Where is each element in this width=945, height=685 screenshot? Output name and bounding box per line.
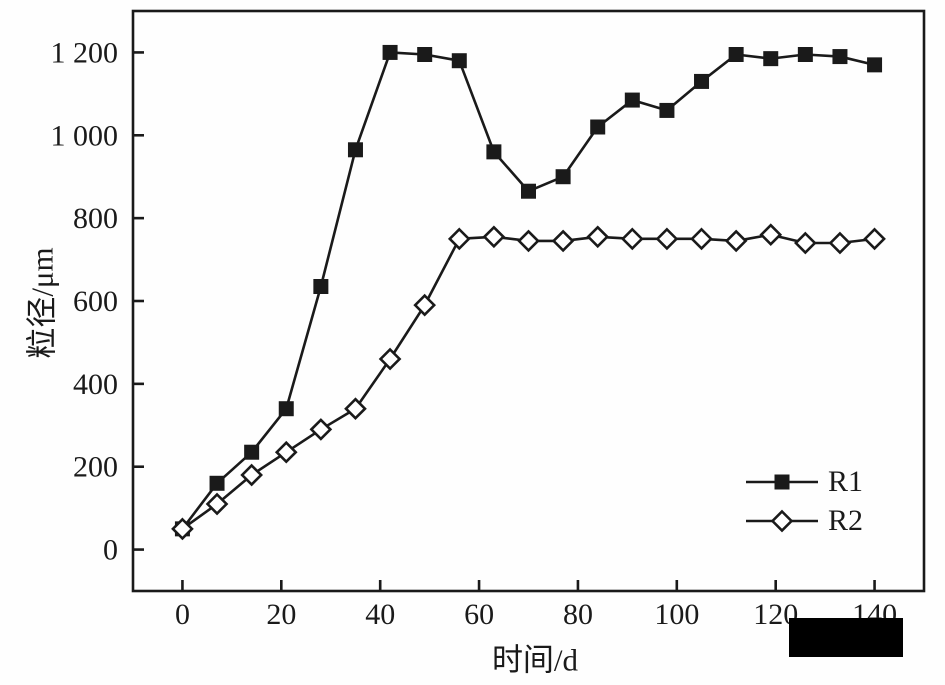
x-tick-label: 20: [266, 598, 296, 631]
series-r2-marker: [378, 347, 402, 371]
series-r1-marker: [486, 144, 502, 160]
series-r2-marker: [828, 231, 852, 255]
series-r2-marker: [344, 397, 367, 421]
series-r1-marker: [763, 51, 779, 67]
legend-marker-r1-filled-square-icon: [746, 474, 818, 489]
series-r1-marker: [451, 53, 467, 69]
series-r2-marker: [724, 229, 748, 253]
series-r2-marker: [690, 227, 713, 251]
series-r1-marker: [209, 475, 225, 491]
series-r1-marker: [797, 47, 813, 62]
y-tick-label: 1 200: [51, 36, 119, 69]
series-r2-marker: [586, 225, 610, 249]
legend-entry-r2: R2: [745, 504, 863, 537]
series-r2-marker: [620, 227, 644, 251]
y-tick-label: 200: [73, 451, 118, 484]
series-r1-marker: [832, 49, 848, 65]
series-r2-marker: [863, 227, 886, 251]
series-r2-marker: [274, 440, 298, 464]
series-r1-marker: [521, 183, 536, 199]
series-r2-marker: [794, 231, 817, 255]
series-r1-marker: [382, 44, 398, 60]
redaction-box: [789, 618, 903, 657]
x-tick-label: 0: [175, 598, 190, 631]
series-r1-marker: [694, 73, 710, 89]
series-r1-marker: [867, 57, 883, 73]
legend-entry-r1: R1: [745, 465, 863, 498]
plot-frame: [131, 9, 926, 593]
y-tick-label: 1 000: [51, 119, 119, 152]
y-tick-label: 400: [73, 368, 118, 401]
series-r1-marker: [555, 169, 571, 185]
series-r2-marker: [205, 492, 229, 516]
series-r2-marker: [171, 517, 194, 541]
series-r2-marker: [655, 227, 679, 251]
series-r2-marker: [517, 229, 540, 253]
series-r1-marker: [624, 92, 640, 108]
series-r1-marker: [313, 279, 329, 294]
x-tick-label: 40: [365, 598, 395, 631]
series-r2-marker: [309, 418, 333, 441]
x-tick-label: 80: [563, 598, 593, 631]
series-r2-marker: [759, 223, 783, 247]
legend-label-r1: R1: [828, 464, 864, 498]
x-tick-label: 100: [654, 598, 699, 631]
series-r2-marker: [551, 229, 575, 253]
series-r2-marker: [240, 463, 263, 487]
legend-label-r2: R2: [828, 503, 864, 537]
y-tick-label: 800: [73, 202, 118, 235]
y-tick-label: 0: [103, 534, 118, 567]
series-r1-marker: [278, 401, 294, 417]
series-r2-marker: [482, 225, 506, 249]
legend-marker-r2-open-diamond-icon: [746, 509, 818, 532]
legend: R1 R2: [745, 465, 863, 537]
series-r1-marker: [417, 47, 433, 62]
y-tick-label: 600: [73, 285, 118, 318]
series-r1-marker: [590, 119, 606, 135]
x-tick-label: 60: [464, 598, 494, 631]
series-r2-marker: [413, 293, 437, 317]
series-r1-marker: [659, 102, 675, 118]
x-axis-label: 时间/d: [491, 642, 579, 678]
series-r2-marker: [447, 227, 471, 251]
series-r1-marker: [244, 444, 260, 460]
y-axis-label: 粒径/μm: [24, 247, 60, 359]
series-r1-marker: [728, 47, 744, 62]
series-r1-marker: [347, 142, 363, 158]
